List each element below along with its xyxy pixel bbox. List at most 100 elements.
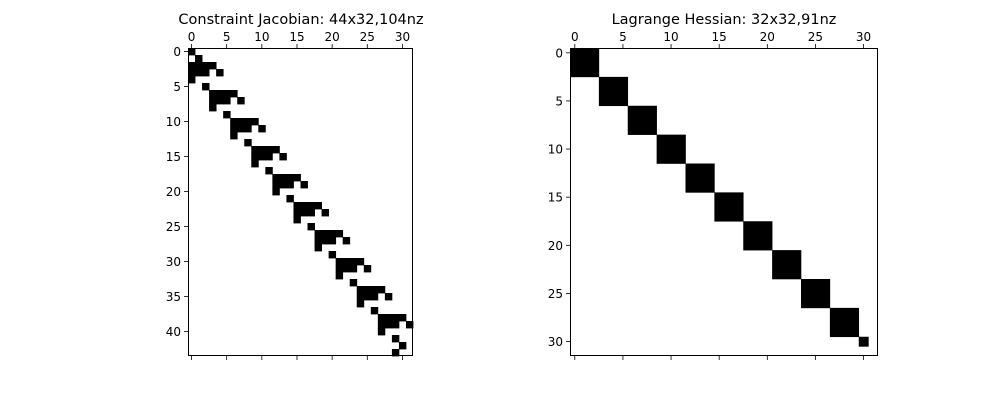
- jacobian-xtick-label-30: 30: [395, 30, 410, 44]
- jacobian-nonzero-cell-30-24: [356, 258, 365, 266]
- jacobian-nonzero-cell-38-28: [384, 314, 393, 322]
- jacobian-nonzero-cell-15-9: [251, 153, 259, 161]
- jacobian-nonzero-cell-23-19: [321, 209, 330, 217]
- jacobian-nonzero-cell-10-9: [251, 118, 259, 126]
- jacobian-nonzero-cell-2-1: [195, 62, 203, 70]
- jacobian-nonzero-cell-11-6: [230, 125, 238, 133]
- jacobian-nonzero-cell-31-21: [335, 265, 344, 273]
- jacobian-nonzero-cell-39-29: [391, 321, 400, 329]
- jacobian-nonzero-cell-38-29: [391, 314, 400, 322]
- jacobian-nonzero-cell-26-20: [328, 230, 337, 238]
- hessian-ytick-label-10: 10: [548, 143, 563, 157]
- jacobian-nonzero-cell-6-5: [223, 90, 231, 98]
- hessian-block-2: [627, 105, 657, 135]
- jacobian-nonzero-cell-42-30: [398, 342, 407, 350]
- jacobian-nonzero-cell-34-26: [370, 286, 379, 294]
- jacobian-nonzero-cell-41-29: [391, 335, 400, 343]
- hessian-ytick-label-25: 25: [548, 287, 563, 301]
- jacobian-nonzero-cell-34-25: [363, 286, 372, 294]
- jacobian-nonzero-cell-23-17: [307, 209, 315, 217]
- jacobian-ytick-label-10: 10: [166, 115, 181, 129]
- jacobian-nonzero-cell-39-28: [384, 321, 393, 329]
- hessian-xtick-label-10: 10: [663, 30, 678, 44]
- jacobian-ytick-label-20: 20: [166, 185, 181, 199]
- hessian-ticks: 0 5 10 15 20 25 30 0 5 10 15 20 25 30: [548, 30, 871, 360]
- hessian-xtick-label-20: 20: [760, 30, 775, 44]
- hessian-ytick-label-30: 30: [548, 335, 563, 349]
- jacobian-ytick-label-5: 5: [173, 80, 181, 94]
- jacobian-xtick-label-25: 25: [360, 30, 375, 44]
- jacobian-xtick-label-20: 20: [325, 30, 340, 44]
- jacobian-nonzero-cell-18-14: [286, 174, 294, 182]
- hessian-xtick-label-15: 15: [712, 30, 727, 44]
- hessian-xtick-label-0: 0: [571, 30, 579, 44]
- hessian-block-3: [656, 134, 686, 164]
- jacobian-nonzero-cell-25-17: [307, 223, 315, 231]
- jacobian-nonzero-cell-18-13: [279, 174, 287, 182]
- jacobian-nonzero-cell-10-6: [230, 118, 238, 126]
- jacobian-nonzero-cell-11-10: [258, 125, 266, 133]
- jacobian-nonzero-cell-27-20: [328, 237, 337, 245]
- jacobian-nonzero-cell-12-6: [230, 132, 238, 140]
- jacobian-nonzero-cell-34-24: [356, 286, 365, 294]
- jacobian-nonzero-cell-5-2: [202, 83, 210, 91]
- jacobian-nonzero-cell-1-1: [195, 55, 203, 63]
- jacobian-nonzero-cell-38-30: [398, 314, 407, 322]
- jacobian-nonzero-cell-26-19: [321, 230, 330, 238]
- hessian-title: Lagrange Hessian: 32x32,91nz: [612, 12, 837, 28]
- jacobian-nonzero-cell-19-16: [300, 181, 308, 189]
- jacobian-nonzero-cell-27-19: [321, 237, 330, 245]
- hessian-block-1: [598, 76, 629, 107]
- jacobian-nonzero-cell-32-21: [335, 272, 344, 280]
- jacobian-nonzero-cell-2-2: [202, 62, 210, 70]
- jacobian-nonzero-cell-24-15: [293, 216, 301, 224]
- jacobian-nonzero-cell-13-8: [244, 139, 252, 147]
- jacobian-nonzero-cell-37-26: [370, 307, 379, 315]
- jacobian-nonzero-cell-22-18: [314, 202, 322, 210]
- jacobian-nonzero-cell-34-27: [377, 286, 386, 294]
- jacobian-ytick-label-40: 40: [166, 325, 181, 339]
- jacobian-nonzero-cell-10-8: [244, 118, 252, 126]
- jacobian-nonzero-cell-26-18: [314, 230, 322, 238]
- hessian-ytick-label-15: 15: [548, 191, 563, 205]
- hessian-block-10: [858, 336, 869, 347]
- jacobian-nonzero-cell-6-6: [230, 90, 238, 98]
- jacobian-xtick-label-0: 0: [188, 30, 196, 44]
- jacobian-nonzero-cell-39-27: [377, 321, 386, 329]
- hessian-subplot: Lagrange Hessian: 32x32,91nz 0 5 10 15 20 25 3…: [548, 12, 878, 360]
- hessian-block-0: [570, 48, 600, 78]
- jacobian-nonzero-cell-14-9: [251, 146, 259, 154]
- jacobian-ytick-label-0: 0: [173, 45, 181, 59]
- jacobian-axes-frame: [188, 48, 413, 356]
- jacobian-nonzero-cell-23-16: [300, 209, 308, 217]
- jacobian-ticks: 0 5 10 15 20 25 30 0 5 10 15 20 25 30 35 40: [166, 30, 410, 360]
- jacobian-nonzero-cell-6-4: [216, 90, 224, 98]
- jacobian-nonzero-cell-15-10: [258, 153, 266, 161]
- jacobian-nonzero-cell-14-12: [272, 146, 280, 154]
- jacobian-nonzero-cell-0-0: [188, 48, 196, 56]
- jacobian-nonzero-cell-43-29: [391, 349, 400, 357]
- jacobian-xtick-label-10: 10: [254, 30, 269, 44]
- jacobian-nonzero-cell-3-2: [202, 69, 210, 77]
- jacobian-nonzero-cell-9-5: [223, 111, 231, 119]
- jacobian-nonzero-cell-3-4: [216, 69, 224, 77]
- jacobian-nonzero-cell-8-3: [209, 104, 217, 112]
- jacobian-nonzero-cell-21-14: [286, 195, 294, 203]
- hessian-ytick-label-20: 20: [548, 239, 563, 253]
- hessian-block-5: [714, 192, 744, 222]
- hessian-ytick-label-0: 0: [555, 46, 563, 60]
- jacobian-nonzero-cell-35-24: [356, 293, 365, 301]
- jacobian-nonzero-cell-35-28: [384, 293, 393, 301]
- jacobian-nonzero-cell-18-12: [272, 174, 280, 182]
- jacobian-nonzero-cell-27-22: [342, 237, 351, 245]
- jacobian-nonzero-cell-35-26: [370, 293, 379, 301]
- jacobian-nonzero-cell-14-10: [258, 146, 266, 154]
- jacobian-nonzero-cell-29-20: [328, 251, 337, 259]
- jacobian-title: Constraint Jacobian: 44x32,104nz: [178, 12, 423, 28]
- jacobian-nonzero-cell-28-18: [314, 244, 322, 252]
- jacobian-nonzero-cell-7-5: [223, 97, 231, 105]
- jacobian-nonzero-cell-7-4: [216, 97, 224, 105]
- jacobian-nonzero-cell-10-7: [237, 118, 245, 126]
- jacobian-nonzero-cell-15-11: [265, 153, 273, 161]
